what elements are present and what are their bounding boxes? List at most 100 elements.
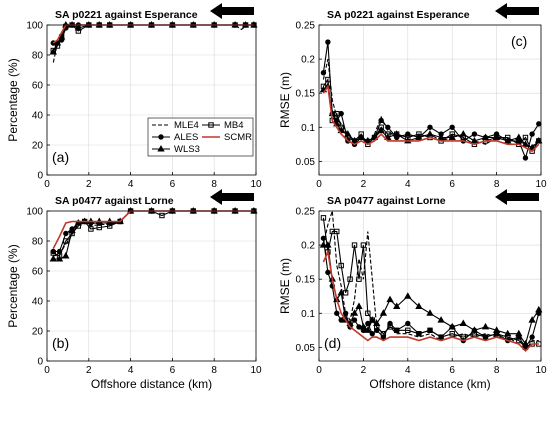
data-point-ales [63,230,69,237]
y-tick-label: 80 [32,237,44,248]
y-tick-label: 0.1 [301,309,315,320]
data-point-wls3 [504,136,512,144]
y-tick-label: 0.1 [301,123,315,134]
data-point-wls3 [504,329,512,337]
data-point-wls3 [415,302,423,309]
panel-letter: (b) [52,335,69,351]
panel-2: RMSE (m) [278,3,543,176]
data-point-wls3 [515,133,523,140]
data-point-mb4 [360,242,367,248]
data-point-wls3 [393,302,401,309]
legend-label: MB4 [224,120,244,131]
x-tick-label: 2 [361,179,367,190]
x-tick-label: 8 [494,179,500,190]
panel-letter: (a) [52,149,69,165]
x-tick-label: 8 [211,179,217,190]
data-point-wls3 [528,143,536,151]
data-point-ales [405,320,411,327]
x-tick-label: 8 [494,365,500,376]
data-point-wls3 [350,309,359,316]
panel-title: SA p0221 against Esperance [55,9,198,21]
y-tick-label: 0.15 [296,89,316,100]
data-point-mb4 [365,310,371,316]
data-point-wls3 [62,251,70,259]
plot-area-border [46,24,257,176]
data-point-mb4 [88,226,94,232]
data-point-mb4 [351,242,358,248]
legend-marker-mb4 [208,122,214,128]
data-point-ales [351,317,358,323]
data-point-wls3 [448,133,456,140]
data-point-mb4 [522,134,529,141]
y-tick-label: 20 [32,327,44,338]
data-point-mb4 [405,327,411,334]
data-point-wls3 [521,140,530,147]
data-point-wls3 [355,302,363,309]
data-point-mb4 [347,276,353,282]
data-point-wls3 [459,319,467,326]
y-tick-label: 0.25 [296,207,316,218]
series-line-mb4 [52,24,254,51]
series-line-mb4 [53,210,254,257]
data-point-ales [482,334,489,340]
x-tick-label: 0 [44,179,50,190]
panel-1: Percentage (%) [6,189,258,362]
series-line-mle4 [322,210,539,352]
data-point-wls3 [415,133,423,140]
data-point-ales [50,248,56,255]
data-point-wls3 [528,316,536,323]
y-tick-label: 100 [26,207,43,218]
data-point-ales [385,124,391,130]
data-point-ales [405,131,411,137]
data-point-wls3 [492,133,501,140]
data-point-ales [378,117,384,124]
data-point-mb4 [334,228,340,235]
x-axis-label: Offshore distance (km) [91,377,212,391]
data-point-wls3 [53,38,62,46]
y-axis-label: RMSE (m) [278,72,292,128]
data-point-wls3 [386,295,394,303]
x-tick-label: 10 [535,179,547,190]
y-tick-label: 60 [32,81,44,92]
data-point-wls3 [49,47,57,55]
data-point-wls3 [74,218,83,226]
data-point-ales [438,334,444,340]
data-point-wls3 [426,309,434,316]
direction-arrow-icon [495,189,539,205]
data-point-wls3 [373,319,381,326]
x-tick-label: 6 [170,365,176,376]
data-point-wls3 [535,136,543,144]
series-line-scmr [52,210,254,249]
x-tick-label: 2 [86,179,92,190]
data-point-ales [416,331,422,337]
data-point-wls3 [470,326,479,333]
x-tick-label: 0 [44,365,50,376]
x-tick-label: 10 [250,365,262,376]
y-tick-label: 80 [32,51,44,62]
data-point-mb4 [159,212,165,219]
direction-arrow-icon [495,3,539,19]
data-point-ales [374,327,380,334]
data-point-ales [338,110,344,117]
x-tick-label: 0 [316,179,322,190]
data-point-mb4 [356,276,362,282]
data-point-wls3 [364,136,372,144]
data-point-wls3 [448,322,456,330]
data-point-wls3 [68,226,76,233]
data-point-ales [325,39,331,45]
data-point-wls3 [437,316,445,323]
x-tick-label: 2 [86,365,92,376]
direction-arrow-icon [210,189,254,205]
y-tick-label: 0.05 [296,343,316,354]
y-axis-label: Percentage (%) [6,244,20,327]
y-tick-label: 0.2 [301,55,315,66]
data-point-wls3 [357,133,365,140]
data-point-mb4 [449,331,455,337]
data-point-wls3 [521,339,530,347]
series-line-mle4 [52,24,254,63]
data-point-ales [320,235,327,241]
x-tick-label: 4 [405,179,411,190]
data-point-wls3 [377,126,385,134]
x-tick-label: 4 [128,179,134,190]
plot-area-border [46,210,257,362]
